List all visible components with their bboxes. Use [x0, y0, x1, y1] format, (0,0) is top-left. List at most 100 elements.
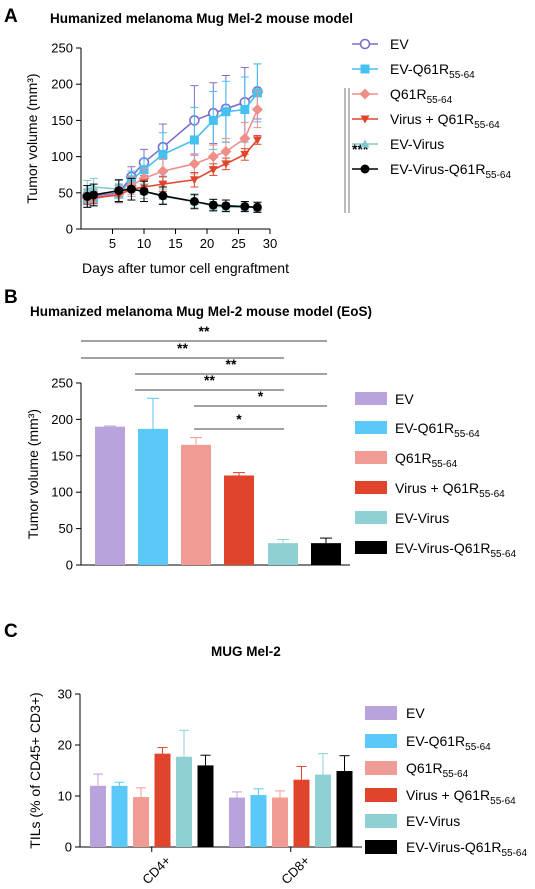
legend-swatch: [365, 788, 397, 802]
bar: [133, 797, 149, 847]
bar: [176, 756, 192, 847]
legend-label-c: EV-Virus: [406, 813, 460, 829]
data-point: [252, 136, 262, 145]
legend-label-c: Virus + Q61R55-64: [406, 787, 516, 807]
legend-label-a-main: EV: [390, 36, 409, 52]
y-tick-label: 200: [51, 412, 73, 427]
panel-a-title: Humanized melanoma Mug Mel-2 mouse model: [50, 11, 353, 26]
legend-label-a: EV-Virus: [390, 136, 444, 152]
bar: [229, 797, 245, 847]
bar: [336, 771, 353, 847]
y-tick-label: 30: [58, 687, 72, 702]
data-point: [240, 202, 250, 212]
legend-label-a: EV: [390, 36, 409, 52]
sig-bracket-label: **: [199, 323, 210, 339]
panel-b-letter: B: [4, 287, 18, 308]
legend-label-a-sub: 55-64: [449, 70, 475, 81]
y-axis-label: Tumor volume (mm³): [25, 409, 41, 539]
data-point: [189, 196, 199, 206]
data-point: [158, 180, 168, 189]
data-point: [126, 184, 136, 194]
y-tick-label: 0: [66, 558, 73, 573]
legend-label-a-main: Q61R: [390, 86, 427, 102]
legend-label-b-main: EV-Virus: [395, 510, 449, 526]
bar-chart-tils: 0 10 20 30 TILs (% of CD45+ CD3+) CD4+ CD8+ EV E…: [27, 687, 527, 888]
data-point: [188, 158, 200, 170]
data-point: [220, 146, 232, 158]
data-point: [239, 133, 251, 144]
legend-label-c-main: Q61R: [406, 760, 443, 776]
line-chart-tumor-volume: 0 50 100 150 200 250 5 10 15 20 25 30 Days after tum…: [24, 36, 511, 276]
data-point: [157, 165, 169, 177]
legend-label-b-main: EV-Q61R: [395, 420, 454, 436]
legend-marker: [360, 64, 370, 74]
legend-label-a-sub: 55-64: [427, 95, 453, 106]
legend-label-c-sub: 55-64: [443, 769, 469, 780]
legend-label-b-main: Virus + Q61R: [395, 480, 479, 496]
legend-label-b: Virus + Q61R55-64: [395, 480, 505, 500]
legend-marker: [359, 88, 371, 100]
sig-bracket-label: *: [258, 388, 264, 404]
legend-label-c: Q61R55-64: [406, 760, 469, 780]
legend-label-b-sub: 55-64: [479, 489, 505, 500]
data-point: [189, 135, 199, 145]
data-point: [114, 186, 124, 196]
x-tick-label: 15: [168, 236, 182, 251]
panel-c-letter: C: [4, 621, 18, 642]
legend-label-c-main: EV-Q61R: [406, 733, 465, 749]
legend-label-b-main: EV: [395, 391, 414, 407]
bar: [181, 444, 211, 565]
legend-label-a-main: Virus + Q61R: [390, 111, 474, 127]
y-tick-label: 0: [66, 222, 73, 237]
legend-swatch: [365, 734, 397, 748]
y-tick-label: 50: [59, 521, 73, 536]
data-point: [252, 202, 262, 212]
bar: [250, 794, 267, 847]
data-point: [240, 150, 250, 159]
legend-label-b: EV-Q61R55-64: [395, 420, 480, 440]
data-point: [221, 201, 231, 211]
bar: [293, 779, 310, 847]
legend-label-b-sub: 55-64: [490, 549, 516, 560]
bar: [311, 543, 341, 565]
legend-label-b-sub: 55-64: [432, 459, 458, 470]
legend-label-b-main: EV-Virus-Q61R: [395, 540, 490, 556]
bar: [268, 543, 298, 565]
legend-swatch: [355, 511, 387, 524]
legend-label-a: EV-Virus-Q61R55-64: [390, 161, 511, 181]
legend-label-b: EV-Virus: [395, 510, 449, 526]
data-point: [158, 149, 168, 159]
legend-swatch: [355, 392, 387, 405]
series-2: [81, 90, 263, 205]
y-tick-label: 200: [51, 77, 73, 92]
y-tick-label: 50: [59, 185, 73, 200]
series-line: [87, 90, 258, 198]
legend-label-a: EV-Q61R55-64: [390, 61, 475, 81]
bar: [111, 785, 128, 847]
legend-label-a: Q61R55-64: [390, 86, 453, 106]
legend-label-c-main: EV: [406, 705, 425, 721]
legend-swatch: [365, 761, 397, 775]
legend-swatch: [365, 814, 397, 828]
y-axis-label: Tumor volume (mm³): [24, 73, 40, 203]
legend-label-b: EV-Virus-Q61R55-64: [395, 540, 516, 560]
y-tick-label: 20: [58, 738, 72, 753]
sig-bracket-label: **: [204, 372, 215, 388]
legend-label-c-sub: 55-64: [465, 742, 491, 753]
panel-a-letter: A: [4, 6, 18, 27]
series-5: [82, 177, 262, 213]
y-tick-label: 10: [58, 789, 72, 804]
legend-label-c-main: EV-Virus-Q61R: [406, 839, 501, 855]
legend-label-c: EV-Virus-Q61R55-64: [406, 839, 527, 859]
x-axis-label: Days after tumor cell engraftment: [82, 260, 289, 276]
legend-label-c-main: EV-Virus: [406, 813, 460, 829]
data-point: [207, 151, 219, 163]
bar: [272, 797, 288, 847]
data-point: [158, 191, 168, 201]
y-axis-label: TILs (% of CD45+ CD3+): [27, 692, 43, 848]
data-point: [208, 166, 218, 175]
legend-label-c: EV: [406, 705, 425, 721]
